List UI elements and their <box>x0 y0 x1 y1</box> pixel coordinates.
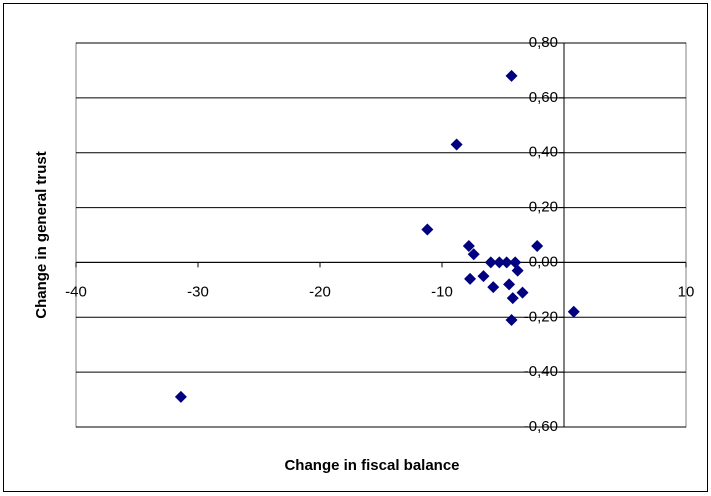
y-axis-title: Change in general trust <box>33 151 50 319</box>
point <box>503 278 516 291</box>
point <box>531 239 544 252</box>
point <box>484 256 497 269</box>
y-tick-label: 0,20 <box>529 199 558 216</box>
point <box>174 390 187 403</box>
point <box>477 270 490 283</box>
y-tick-label: 0,00 <box>529 253 558 270</box>
point <box>487 281 500 294</box>
x-tick-label: -30 <box>187 283 209 300</box>
y-tick-label: -0,20 <box>524 308 558 325</box>
x-tick-label: -20 <box>309 283 331 300</box>
point <box>506 292 519 305</box>
point <box>462 239 475 252</box>
point <box>450 138 463 151</box>
point <box>493 256 506 269</box>
point <box>500 256 513 269</box>
plot-area <box>75 42 687 428</box>
point <box>421 223 434 236</box>
x-tick-label: -40 <box>65 283 87 300</box>
y-tick-label: 0,80 <box>529 34 558 51</box>
x-axis-title: Change in fiscal balance <box>284 457 459 474</box>
y-tick-label: -0,60 <box>524 418 558 435</box>
point <box>511 264 524 277</box>
y-tick-label: -0,40 <box>524 363 558 380</box>
point <box>505 69 518 82</box>
point <box>464 272 477 285</box>
point <box>505 314 518 327</box>
point <box>567 305 580 318</box>
point <box>467 248 480 261</box>
x-tick-label: 10 <box>678 283 695 300</box>
point <box>516 286 529 299</box>
x-tick-label: -10 <box>431 283 453 300</box>
y-tick-label: 0,60 <box>529 89 558 106</box>
y-tick-label: 0,40 <box>529 144 558 161</box>
